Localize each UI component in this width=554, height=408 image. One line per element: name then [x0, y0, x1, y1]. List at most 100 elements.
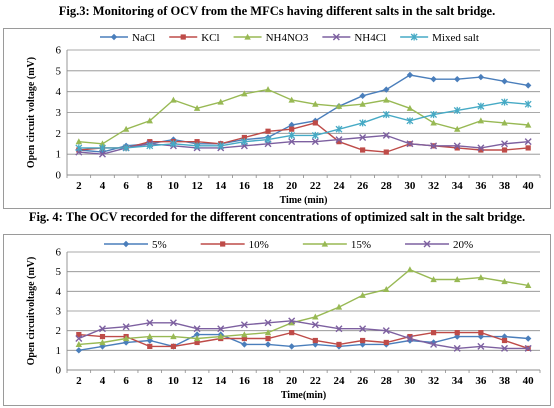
- data-point: [217, 142, 225, 150]
- legend-marker: [321, 240, 329, 247]
- data-point: [524, 282, 532, 289]
- data-point: [240, 138, 248, 146]
- series-nh4cl: [75, 131, 532, 158]
- series-nh4no3: [75, 86, 532, 147]
- data-point: [501, 278, 508, 285]
- data-point: [360, 147, 366, 153]
- data-point: [99, 144, 106, 152]
- data-point: [264, 341, 272, 348]
- data-point: [146, 333, 153, 340]
- data-point: [501, 344, 509, 352]
- data-point: [359, 325, 367, 333]
- legend: 5% 10% 15% 20%: [104, 239, 473, 251]
- series-15-: [75, 266, 532, 348]
- data-point: [312, 313, 319, 320]
- series-line: [78, 320, 529, 350]
- data-point: [122, 323, 130, 331]
- x-tick-label: 18: [263, 180, 275, 192]
- data-point: [406, 266, 414, 273]
- legend-label: 5%: [152, 239, 167, 251]
- x-tick-label: 20: [286, 180, 298, 192]
- x-axis-label: Time(min): [281, 390, 326, 401]
- series-line: [78, 101, 529, 149]
- data-point: [264, 329, 272, 336]
- data-point: [524, 121, 532, 128]
- data-point: [312, 100, 319, 107]
- x-tick-label: 24: [333, 180, 345, 192]
- x-tick-label: 36: [475, 375, 487, 387]
- data-point: [75, 341, 83, 348]
- x-tick-label: 16: [239, 180, 251, 192]
- x-tick-label: 30: [404, 375, 416, 387]
- x-tick-label: 2: [76, 375, 82, 387]
- data-point: [453, 142, 461, 150]
- legend-marker: [244, 33, 251, 40]
- data-point: [383, 86, 390, 93]
- data-point: [241, 90, 248, 97]
- data-point: [98, 325, 106, 333]
- data-point: [194, 339, 200, 346]
- data-point: [288, 319, 295, 326]
- x-tick-label: 34: [452, 375, 464, 387]
- legend-label: NaCl: [132, 32, 155, 44]
- x-tick-label: 32: [428, 375, 440, 387]
- data-point: [430, 119, 437, 126]
- data-point: [336, 139, 342, 145]
- data-point: [360, 337, 366, 344]
- data-point: [477, 274, 485, 281]
- data-point: [241, 335, 247, 342]
- data-point: [311, 131, 319, 139]
- figure-4-caption: Fig. 4: The OCV recorded for the differe…: [28, 210, 526, 224]
- x-tick-label: 38: [499, 180, 511, 192]
- series-line: [78, 134, 529, 155]
- data-point: [335, 303, 343, 310]
- data-point: [147, 343, 153, 349]
- data-point: [265, 128, 271, 134]
- data-point: [501, 98, 508, 106]
- legend: NaCl KCl NH4NO3 NH4Cl Mixed salt: [100, 32, 479, 44]
- data-point: [501, 119, 508, 126]
- data-point: [383, 285, 390, 292]
- data-point: [170, 96, 177, 103]
- x-tick-label: 40: [523, 180, 535, 192]
- data-point: [477, 144, 485, 152]
- data-point: [478, 147, 484, 153]
- data-point: [193, 142, 201, 150]
- y-tick-label: 0: [56, 365, 62, 377]
- data-point: [501, 337, 508, 344]
- data-point: [430, 340, 438, 348]
- data-point: [335, 125, 343, 133]
- y-tick-label: 5: [56, 266, 62, 278]
- data-point: [430, 75, 437, 83]
- x-tick-label: 26: [357, 180, 369, 192]
- data-point: [335, 102, 343, 109]
- x-tick-label: 6: [123, 375, 129, 387]
- legend-label: NH4Cl: [354, 32, 386, 44]
- data-point: [430, 330, 437, 336]
- data-point: [359, 92, 366, 100]
- data-point: [99, 339, 106, 346]
- legend-entry: NaCl: [100, 32, 155, 44]
- data-point: [359, 291, 366, 298]
- data-point: [524, 344, 532, 352]
- legend-label: 20%: [453, 239, 473, 251]
- data-point: [335, 325, 343, 333]
- legend-marker: [180, 34, 186, 40]
- x-tick-label: 26: [357, 375, 369, 387]
- data-point: [99, 140, 106, 147]
- data-point: [430, 142, 438, 150]
- x-tick-label: 12: [192, 180, 204, 192]
- data-point: [147, 139, 153, 145]
- data-point: [288, 317, 296, 325]
- x-axis-label: Time (min): [280, 195, 328, 206]
- x-tick-label: 12: [192, 375, 204, 387]
- y-tick-label: 6: [56, 247, 62, 259]
- chart-panel-fig3: 0 1 2 3 4 5 6 2 4 6 8 10 12 14 16 18 20 22 24 26 28 30 32 34 36 3…: [3, 28, 551, 209]
- y-tick-label: 6: [56, 45, 62, 57]
- data-point: [524, 100, 532, 108]
- data-point: [288, 343, 295, 350]
- data-point: [477, 102, 485, 110]
- data-point: [194, 139, 200, 145]
- data-point: [453, 344, 461, 352]
